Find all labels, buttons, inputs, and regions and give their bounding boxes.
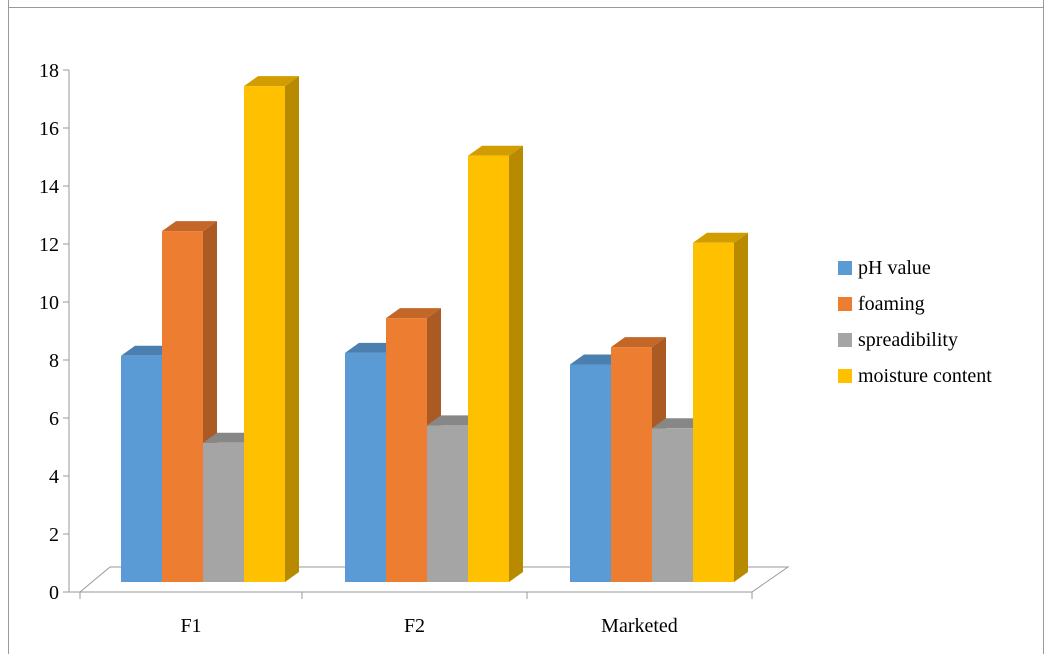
bar-side <box>734 232 748 582</box>
y-tick-label: 8 <box>49 350 59 372</box>
y-tick-label: 18 <box>39 60 59 82</box>
legend: pH value foaming spreadibility moisture … <box>838 250 992 394</box>
bar <box>244 76 299 582</box>
bar-side <box>285 76 299 582</box>
legend-label-spreadibility: spreadibility <box>858 328 958 351</box>
x-tick-label: F1 <box>180 615 201 637</box>
y-tick-label: 12 <box>39 234 59 256</box>
bar-front <box>345 352 386 582</box>
legend-swatch-ph <box>838 261 852 275</box>
y-tick-label: 14 <box>39 176 59 198</box>
bar-front <box>468 155 509 582</box>
bar-front <box>611 347 652 582</box>
bar-front <box>244 86 285 582</box>
legend-swatch-spreadibility <box>838 333 852 347</box>
legend-item-ph: pH value <box>838 250 992 286</box>
bar-side <box>509 145 523 582</box>
legend-swatch-moisture <box>838 369 852 383</box>
legend-label-moisture: moisture content <box>858 364 992 387</box>
bar-front <box>203 442 244 582</box>
y-tick-label: 0 <box>49 582 59 604</box>
x-tick-label: Marketed <box>601 615 678 637</box>
bar-top <box>162 221 217 232</box>
legend-label-foaming: foaming <box>858 292 925 315</box>
bar-front <box>570 364 611 582</box>
y-tick-label: 6 <box>49 408 59 430</box>
bar-front <box>427 425 468 582</box>
legend-item-spreadibility: spreadibility <box>838 322 992 358</box>
bar-top <box>244 76 299 87</box>
bar-top <box>386 308 441 319</box>
bar-front <box>162 231 203 582</box>
x-tick-label: F2 <box>404 615 425 637</box>
y-tick-label: 2 <box>49 524 59 546</box>
bar-front <box>121 355 162 582</box>
legend-item-foaming: foaming <box>838 286 992 322</box>
y-tick-label: 10 <box>39 292 59 314</box>
y-tick-label: 16 <box>39 118 59 140</box>
legend-item-moisture: moisture content <box>838 358 992 394</box>
legend-label-ph: pH value <box>858 256 931 279</box>
chart-frame-top <box>8 0 1044 8</box>
legend-swatch-foaming <box>838 297 852 311</box>
y-tick-label: 4 <box>49 466 59 488</box>
chart-frame <box>8 0 1044 654</box>
bar-top <box>611 337 666 348</box>
bar <box>611 337 666 582</box>
bar-front <box>693 242 734 582</box>
bar-top <box>468 145 523 156</box>
bar-front <box>386 318 427 582</box>
bar <box>693 232 748 582</box>
bar-front <box>652 428 693 582</box>
bar <box>468 145 523 582</box>
bar-top <box>693 232 748 243</box>
